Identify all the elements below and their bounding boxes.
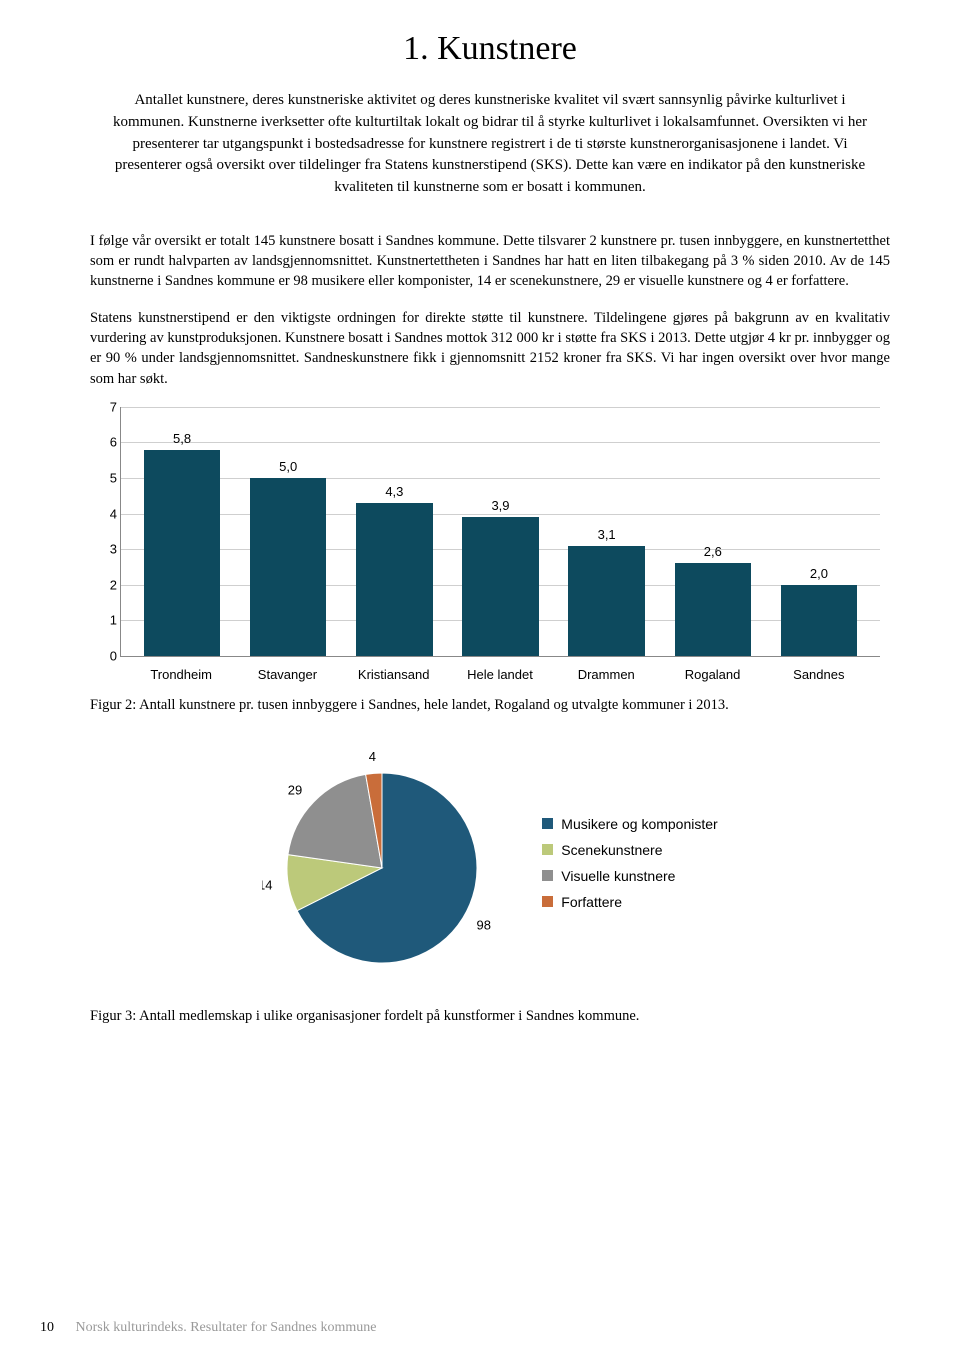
legend-swatch <box>542 870 553 881</box>
bar-chart: 012345675,85,04,33,93,12,62,0 TrondheimS… <box>90 407 890 687</box>
y-tick-label: 6 <box>99 435 117 450</box>
pie-value-label: 98 <box>477 918 491 933</box>
bar-value-label: 3,1 <box>598 527 616 542</box>
y-tick-label: 3 <box>99 542 117 557</box>
bar-value-label: 4,3 <box>385 484 403 499</box>
x-tick-label: Kristiansand <box>341 661 447 687</box>
bar <box>250 478 326 656</box>
bar-chart-container: 012345675,85,04,33,93,12,62,0 TrondheimS… <box>90 407 890 687</box>
bar <box>356 503 432 656</box>
pie-legend: Musikere og komponister Scenekunstnere Vis… <box>542 816 717 920</box>
footer-text: Norsk kulturindeks. Resultater for Sandn… <box>76 1320 377 1335</box>
bar-column: 5,0 <box>235 407 341 656</box>
pie-chart-caption: Figur 3: Antall medlemskap i ulike organ… <box>90 1008 890 1025</box>
bar <box>144 450 220 656</box>
page-footer: 10 Norsk kulturindeks. Resultater for Sa… <box>40 1320 376 1336</box>
legend-item: Forfattere <box>542 894 717 910</box>
bar-column: 2,6 <box>660 407 766 656</box>
bar <box>675 563 751 655</box>
legend-label: Musikere og komponister <box>561 816 717 832</box>
legend-swatch <box>542 844 553 855</box>
y-tick-label: 4 <box>99 506 117 521</box>
legend-label: Forfattere <box>561 894 622 910</box>
bar-value-label: 2,6 <box>704 544 722 559</box>
bar-value-label: 2,0 <box>810 566 828 581</box>
bar-column: 4,3 <box>341 407 447 656</box>
y-tick-label: 7 <box>99 399 117 414</box>
legend-label: Visuelle kunstnere <box>561 868 675 884</box>
pie-value-label: 4 <box>369 749 376 764</box>
bar-column: 3,1 <box>554 407 660 656</box>
bar-column: 5,8 <box>129 407 235 656</box>
x-tick-label: Trondheim <box>128 661 234 687</box>
pie-value-label: 29 <box>288 782 302 797</box>
bar-value-label: 5,0 <box>279 459 297 474</box>
x-tick-label: Drammen <box>553 661 659 687</box>
x-tick-label: Hele landet <box>447 661 553 687</box>
body-paragraph-1: I følge vår oversikt er totalt 145 kunst… <box>90 231 890 292</box>
page-heading: 1. Kunstnere <box>90 30 890 68</box>
y-tick-label: 5 <box>99 470 117 485</box>
bar <box>781 585 857 656</box>
bar <box>568 546 644 656</box>
legend-label: Scenekunstnere <box>561 842 662 858</box>
bar <box>462 517 538 656</box>
intro-paragraph: Antallet kunstnere, deres kunstneriske a… <box>108 90 872 199</box>
y-tick-label: 2 <box>99 577 117 592</box>
pie-chart-container: 98 14 29 4 Musikere og komponister Scenekuns… <box>90 748 890 988</box>
bar-value-label: 5,8 <box>173 431 191 446</box>
x-tick-label: Sandnes <box>766 661 872 687</box>
y-tick-label: 1 <box>99 613 117 628</box>
legend-swatch <box>542 896 553 907</box>
legend-item: Musikere og komponister <box>542 816 717 832</box>
bar-column: 3,9 <box>447 407 553 656</box>
x-tick-label: Rogaland <box>659 661 765 687</box>
x-tick-label: Stavanger <box>234 661 340 687</box>
bar-chart-caption: Figur 2: Antall kunstnere pr. tusen innb… <box>90 697 890 714</box>
legend-item: Scenekunstnere <box>542 842 717 858</box>
page-number: 10 <box>40 1320 54 1335</box>
y-tick-label: 0 <box>99 648 117 663</box>
legend-swatch <box>542 818 553 829</box>
body-paragraph-2: Statens kunstnerstipend er den viktigste… <box>90 308 890 389</box>
bar-value-label: 3,9 <box>491 498 509 513</box>
pie-value-label: 14 <box>262 877 273 892</box>
pie-chart: 98 14 29 4 <box>262 748 502 988</box>
bar-column: 2,0 <box>766 407 872 656</box>
legend-item: Visuelle kunstnere <box>542 868 717 884</box>
